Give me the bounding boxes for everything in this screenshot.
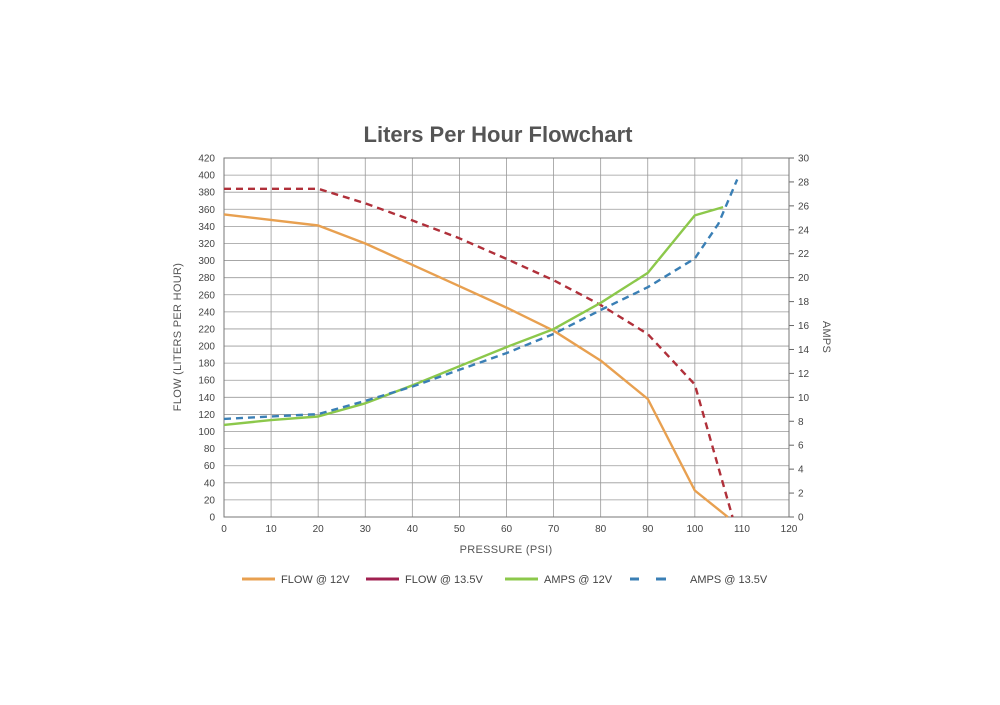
y-tick-label: 280	[198, 273, 215, 284]
y-tick-label: 20	[204, 495, 216, 506]
y2-tick-label: 6	[798, 441, 804, 452]
legend-label: FLOW @ 13.5V	[405, 574, 483, 586]
series-line-3	[223, 205, 724, 427]
y2-tick-label: 22	[798, 249, 810, 260]
y-tick-label: 0	[209, 513, 215, 524]
x-tick-label: 80	[595, 524, 607, 535]
y-tick-label: 60	[204, 461, 216, 472]
legend-label: FLOW @ 12V	[281, 574, 350, 586]
y2-tick-label: 30	[798, 154, 810, 165]
y-tick-label: 160	[198, 376, 215, 387]
tick-labels: 0204060801001201401601802002202402602803…	[198, 154, 809, 536]
x-axis-label: PRESSURE (PSI)	[460, 544, 553, 556]
y-tick-label: 320	[198, 239, 215, 250]
y2-tick-label: 4	[798, 465, 804, 476]
x-tick-label: 50	[454, 524, 466, 535]
y2-tick-label: 10	[798, 393, 810, 404]
x-tick-label: 120	[781, 524, 798, 535]
y2-tick-label: 2	[798, 489, 804, 500]
y-tick-label: 80	[204, 444, 216, 455]
legend-label: AMPS @ 12V	[544, 574, 613, 586]
x-tick-label: 30	[360, 524, 372, 535]
y-tick-label: 120	[198, 410, 215, 421]
x-tick-label: 70	[548, 524, 560, 535]
x-tick-label: 10	[266, 524, 278, 535]
y-tick-label: 340	[198, 222, 215, 233]
y2-tick-label: 28	[798, 177, 810, 188]
y-tick-label: 100	[198, 427, 215, 438]
y-tick-label: 240	[198, 307, 215, 318]
y2-tick-label: 24	[798, 225, 810, 236]
y-axis-label: FLOW (LITERS PER HOUR)	[172, 263, 184, 411]
y2-tick-label: 12	[798, 369, 810, 380]
plot-frame	[223, 157, 790, 518]
y-tick-label: 360	[198, 205, 215, 216]
x-tick-label: 100	[686, 524, 703, 535]
series-line-4	[223, 179, 739, 421]
y-tick-label: 200	[198, 342, 215, 353]
grid	[223, 157, 794, 518]
y-tick-label: 40	[204, 478, 216, 489]
x-tick-label: 60	[501, 524, 513, 535]
y2-tick-label: 8	[798, 417, 804, 428]
x-tick-label: 0	[221, 524, 227, 535]
y2-tick-label: 20	[798, 273, 810, 284]
legend-label: AMPS @ 13.5V	[690, 574, 768, 586]
chart-title: Liters Per Hour Flowchart	[364, 122, 634, 147]
series-line-2	[224, 187, 734, 518]
series-layer	[223, 179, 739, 518]
y-tick-label: 300	[198, 256, 215, 267]
x-tick-label: 90	[642, 524, 654, 535]
y-tick-label: 140	[198, 393, 215, 404]
legend: FLOW @ 12V FLOW @ 13.5V AMPS @ 12V AMPS @ 1…	[242, 574, 768, 586]
y-tick-label: 420	[198, 154, 215, 165]
x-tick-label: 40	[407, 524, 419, 535]
y-tick-label: 220	[198, 324, 215, 335]
y2-axis-label: AMPS	[820, 321, 832, 353]
x-tick-label: 20	[313, 524, 325, 535]
y2-tick-label: 14	[798, 345, 810, 356]
series-line-1	[223, 213, 729, 518]
y-tick-label: 380	[198, 188, 215, 199]
y2-tick-label: 18	[798, 297, 810, 308]
x-tick-label: 110	[734, 524, 750, 535]
y2-tick-label: 26	[798, 201, 810, 212]
y-tick-label: 400	[198, 171, 215, 182]
y-tick-label: 260	[198, 290, 215, 301]
y-tick-label: 180	[198, 359, 215, 370]
y2-tick-label: 0	[798, 513, 804, 524]
y2-tick-label: 16	[798, 321, 810, 332]
